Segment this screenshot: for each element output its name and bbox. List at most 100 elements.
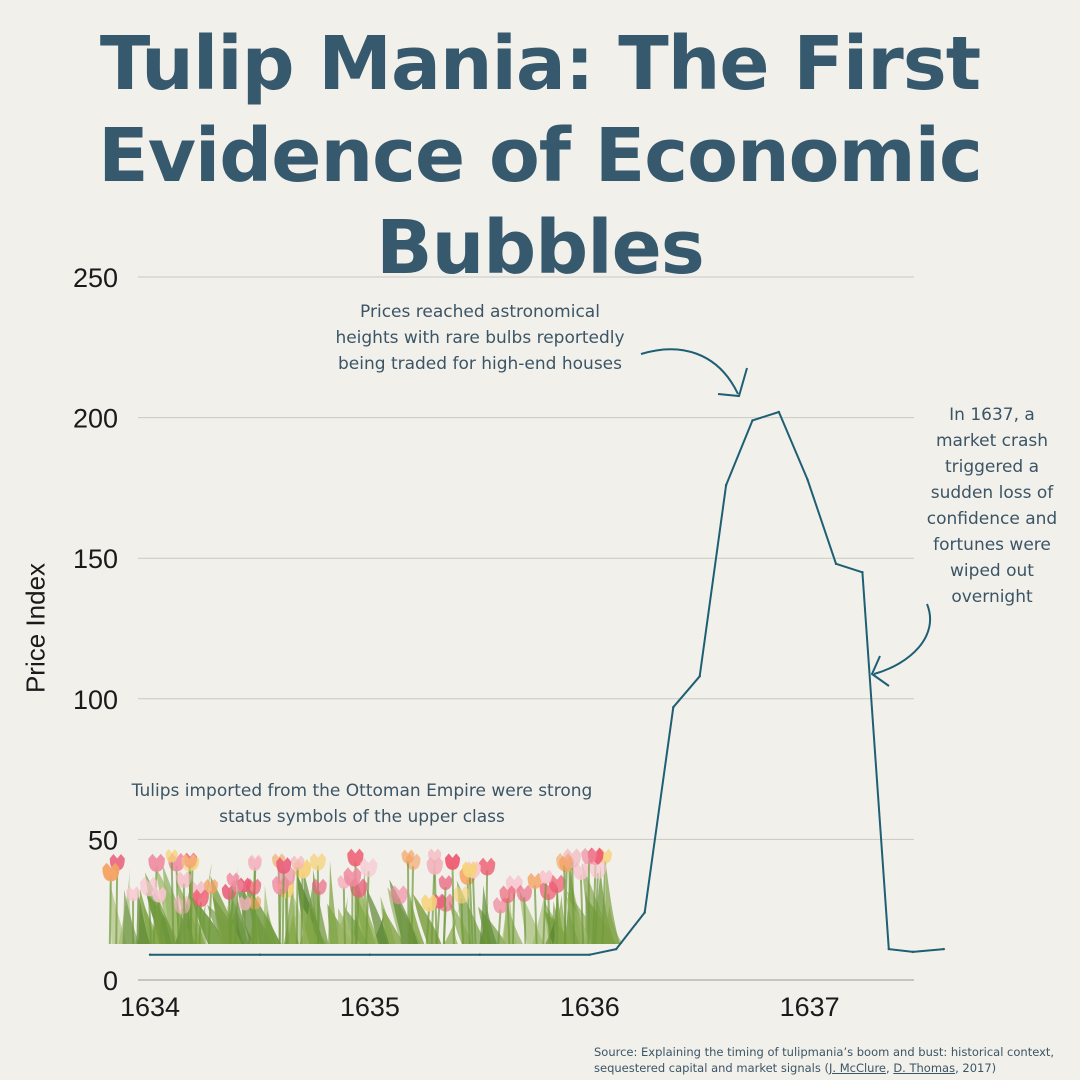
tulip-leaf bbox=[565, 894, 591, 944]
source-author-link-thomas[interactable]: D. Thomas bbox=[893, 1061, 956, 1075]
tulip-field-illustration bbox=[102, 847, 623, 945]
tulip-bloom bbox=[401, 849, 415, 864]
tulip-stem bbox=[506, 898, 511, 945]
tulip-stem bbox=[594, 873, 599, 945]
source-prefix: Source: Explaining the timing of tulipma… bbox=[594, 1045, 1055, 1075]
tulip-stem bbox=[228, 896, 231, 945]
tulip-stem bbox=[485, 870, 489, 945]
tulip-bloom bbox=[276, 857, 292, 874]
data-point bbox=[861, 571, 864, 574]
tulip-stem bbox=[563, 865, 567, 945]
y-tick-label: 0 bbox=[103, 966, 118, 996]
tulip-bloom bbox=[539, 869, 553, 884]
price-index-series-line bbox=[150, 411, 944, 956]
y-tick-label: 50 bbox=[88, 825, 118, 855]
tulip-bloom bbox=[192, 889, 209, 907]
tulip-stem bbox=[198, 901, 202, 945]
tulip-stem bbox=[229, 884, 234, 945]
tulip-stem bbox=[108, 875, 112, 945]
tulip-stem bbox=[342, 886, 346, 945]
tulip-leaf bbox=[382, 907, 405, 944]
tulip-bloom bbox=[527, 872, 543, 889]
y-tick-label: 100 bbox=[73, 685, 118, 715]
tulip-bloom bbox=[181, 853, 198, 872]
data-point bbox=[911, 950, 915, 954]
peak-arrow-head-icon bbox=[717, 367, 748, 398]
data-point bbox=[368, 953, 372, 956]
tulip-bloom bbox=[479, 857, 496, 876]
tulip-bloom bbox=[272, 875, 290, 895]
peak-arrow-icon bbox=[640, 348, 739, 395]
tulip-stem bbox=[295, 867, 299, 945]
tulip-stem bbox=[234, 890, 239, 945]
tulip-leaf bbox=[443, 904, 461, 944]
tulip-bloom bbox=[438, 875, 453, 890]
crash-annotation-line: overnight bbox=[951, 587, 1033, 607]
title-line-2: Evidence of Economic bbox=[98, 113, 983, 199]
tulip-leaf bbox=[448, 900, 472, 944]
tulip-stem bbox=[253, 907, 258, 945]
tulip-leaf bbox=[366, 888, 389, 944]
source-author-link-mcclure[interactable]: J. McClure bbox=[829, 1061, 887, 1075]
tulip-bloom bbox=[539, 880, 558, 900]
tulip-stem bbox=[316, 891, 321, 945]
tulip-bloom bbox=[309, 852, 326, 871]
peak-annotation-line: heights with rare bulbs reportedly bbox=[335, 328, 625, 348]
crash-annotation-line: fortunes were bbox=[933, 535, 1051, 555]
tulip-bloom bbox=[445, 853, 460, 870]
tulip-stem bbox=[178, 908, 184, 945]
tulip-stem bbox=[571, 861, 576, 945]
tulip-stem bbox=[406, 861, 410, 945]
crash-annotation-line: triggered a bbox=[944, 457, 1040, 477]
tulip-bloom bbox=[204, 878, 218, 895]
data-point bbox=[777, 410, 781, 414]
tulip-leaf bbox=[338, 908, 361, 944]
x-tick-label: 1635 bbox=[340, 992, 400, 1022]
tulip-stem bbox=[410, 865, 415, 945]
chart-title: Tulip Mania: The First Evidence of Econo… bbox=[0, 18, 1080, 294]
tulip-bloom bbox=[453, 885, 470, 904]
tulip-bloom bbox=[572, 862, 589, 880]
tulip-bloom bbox=[246, 878, 262, 895]
tulip-stem bbox=[300, 872, 304, 945]
y-tick-labels: 0 50 100 150 200 250 bbox=[73, 263, 118, 996]
y-tick-label: 150 bbox=[73, 544, 118, 574]
data-point bbox=[751, 419, 754, 422]
tulip-bloom bbox=[556, 853, 573, 871]
tulip-bloom bbox=[173, 895, 191, 915]
tulip-stem bbox=[398, 898, 403, 945]
x-tick-label: 1636 bbox=[560, 992, 620, 1022]
tulip-stem bbox=[170, 860, 175, 945]
tulip-stem bbox=[497, 909, 502, 945]
tulip-stem bbox=[147, 890, 152, 945]
tulip-stem bbox=[435, 905, 441, 945]
tulip-stem bbox=[533, 885, 538, 945]
x-tick-labels: 1634 1635 1636 1637 bbox=[120, 992, 840, 1022]
tulip-stem bbox=[240, 889, 246, 945]
tulip-stem bbox=[460, 898, 464, 945]
data-point bbox=[942, 947, 945, 951]
data-point bbox=[887, 947, 891, 951]
tulip-bloom bbox=[426, 856, 443, 875]
y-axis-label: Price Index bbox=[20, 562, 51, 694]
data-point bbox=[588, 953, 591, 956]
peak-annotation-line: Prices reached astronomical bbox=[360, 302, 600, 322]
tulip-stem bbox=[182, 883, 186, 945]
tulip-bloom bbox=[238, 896, 252, 911]
source-separator: , bbox=[886, 1061, 894, 1075]
tulip-stem bbox=[547, 893, 551, 945]
x-tick-label: 1634 bbox=[120, 992, 180, 1022]
crash-annotation-line: In 1637, a bbox=[949, 405, 1035, 425]
tulip-stem bbox=[451, 865, 455, 945]
tulip-leaf bbox=[210, 875, 242, 944]
tulip-stem bbox=[207, 890, 213, 945]
tulip-bloom bbox=[516, 884, 533, 902]
tulip-bloom bbox=[343, 867, 362, 887]
data-point bbox=[643, 911, 646, 914]
data-point bbox=[478, 953, 482, 956]
tulip-field-illustration bbox=[102, 847, 623, 945]
tulip-stem bbox=[579, 875, 585, 945]
tulip-bloom bbox=[102, 862, 120, 882]
data-point bbox=[724, 483, 728, 487]
tulip-bloom bbox=[151, 886, 167, 903]
